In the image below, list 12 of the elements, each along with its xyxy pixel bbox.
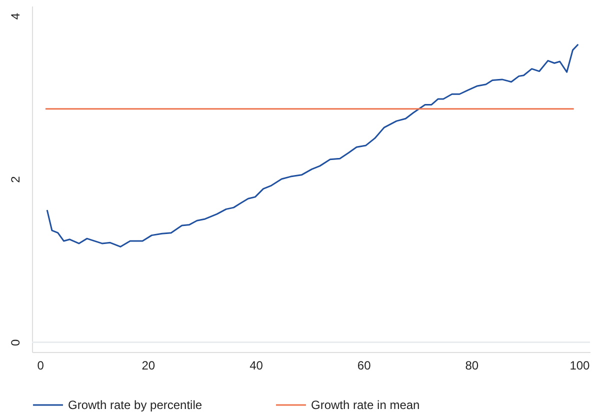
legend-label: Growth rate by percentile	[68, 398, 202, 412]
x-tick-label: 20	[142, 358, 156, 372]
y-tick-label: 0	[8, 339, 22, 346]
line-series	[46, 44, 579, 248]
x-tick-label: 60	[357, 358, 372, 372]
legend-label: Growth rate in mean	[311, 398, 420, 412]
x-tick-label: 80	[465, 358, 479, 372]
y-tick-label: 2	[8, 176, 22, 183]
x-tick-label: 100	[570, 358, 590, 372]
x-tick-label: 40	[250, 358, 264, 372]
y-tick-label: 4	[8, 12, 22, 20]
x-tick-label: 0	[37, 358, 44, 372]
